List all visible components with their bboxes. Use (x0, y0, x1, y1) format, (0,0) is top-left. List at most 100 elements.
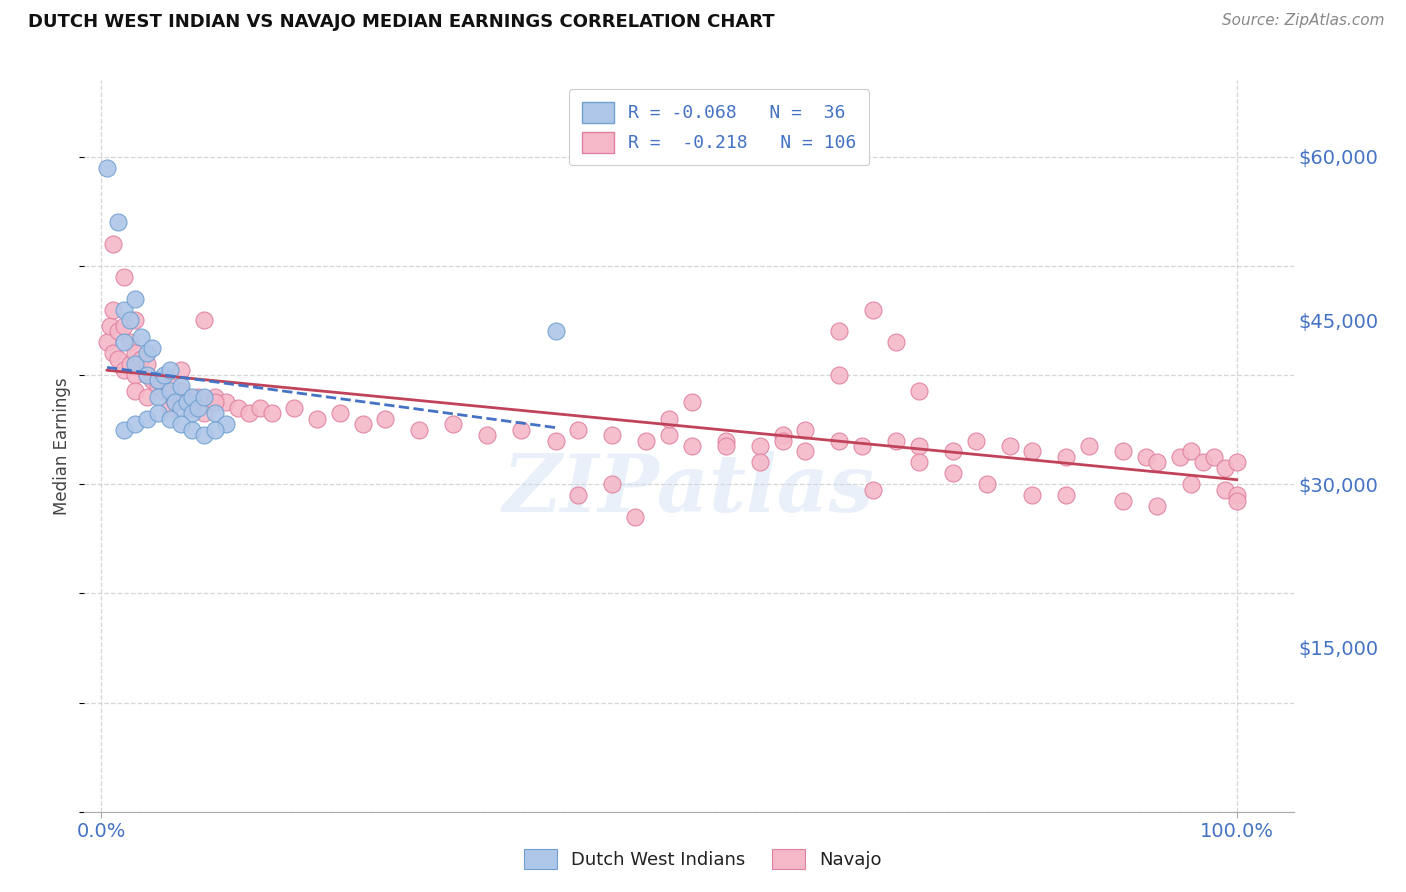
Point (107, 215, 129, 229)
Point (170, 384, 193, 399)
Point (135, 368, 157, 382)
Point (477, 428, 499, 442)
Point (181, 423, 204, 437)
Point (146, 379, 169, 393)
Point (714, 439, 737, 453)
Point (193, 406, 215, 420)
Point (681, 395, 703, 409)
Point (1054, 488, 1077, 502)
Point (1112, 444, 1135, 458)
Point (107, 324, 129, 338)
Point (238, 406, 260, 420)
Legend: R = -0.068   N =  36, R =  -0.218   N = 106: R = -0.068 N = 36, R = -0.218 N = 106 (569, 89, 869, 165)
Point (124, 357, 146, 371)
Legend: Dutch West Indians, Navajo: Dutch West Indians, Navajo (515, 839, 891, 879)
Point (141, 374, 163, 388)
Point (129, 351, 152, 366)
Point (748, 439, 770, 453)
Point (1112, 493, 1135, 508)
Point (307, 411, 329, 425)
Y-axis label: Median Earnings: Median Earnings (53, 377, 72, 515)
Point (1168, 450, 1191, 464)
Point (96, 335, 118, 350)
Point (159, 411, 181, 425)
Point (794, 444, 817, 458)
Point (96, 161, 118, 175)
Point (851, 439, 873, 453)
Point (567, 423, 589, 437)
Point (187, 401, 209, 415)
Point (748, 455, 770, 469)
Point (165, 395, 187, 409)
Point (118, 335, 141, 350)
Point (141, 341, 163, 355)
Point (170, 379, 193, 393)
Point (884, 335, 907, 350)
Point (170, 417, 193, 432)
Point (159, 384, 181, 399)
Point (658, 411, 681, 425)
Point (1191, 455, 1213, 469)
Point (1226, 455, 1249, 469)
Point (352, 417, 374, 432)
Point (135, 390, 157, 404)
Point (204, 423, 226, 437)
Point (658, 428, 681, 442)
Point (204, 406, 226, 420)
Point (159, 362, 181, 376)
Point (1226, 488, 1249, 502)
Point (107, 351, 129, 366)
Point (862, 302, 884, 317)
Point (1215, 460, 1237, 475)
Point (112, 302, 135, 317)
Point (1021, 444, 1043, 458)
Point (146, 406, 169, 420)
Point (772, 428, 794, 442)
Point (1226, 493, 1249, 508)
Point (714, 434, 737, 448)
Point (100, 318, 122, 333)
Point (215, 395, 238, 409)
Point (249, 401, 271, 415)
Point (112, 362, 135, 376)
Point (112, 335, 135, 350)
Point (135, 346, 157, 360)
Point (181, 390, 204, 404)
Point (101, 302, 124, 317)
Point (408, 423, 430, 437)
Point (544, 434, 567, 448)
Point (159, 401, 181, 415)
Text: ZIPatlas: ZIPatlas (503, 451, 875, 529)
Point (600, 428, 623, 442)
Point (101, 346, 124, 360)
Point (374, 411, 396, 425)
Point (159, 379, 181, 393)
Point (112, 423, 135, 437)
Point (681, 439, 703, 453)
Point (998, 439, 1021, 453)
Point (636, 434, 658, 448)
Point (165, 395, 187, 409)
Point (329, 406, 352, 420)
Point (112, 318, 135, 333)
Point (187, 390, 209, 404)
Point (193, 313, 215, 327)
Point (118, 357, 141, 371)
Point (544, 324, 567, 338)
Point (1078, 439, 1101, 453)
Point (942, 467, 965, 481)
Point (862, 483, 884, 497)
Point (146, 374, 169, 388)
Point (1135, 450, 1157, 464)
Point (1180, 477, 1202, 491)
Point (908, 439, 931, 453)
Point (1146, 499, 1168, 513)
Point (794, 423, 817, 437)
Point (215, 417, 238, 432)
Point (129, 330, 152, 344)
Point (1054, 450, 1077, 464)
Point (204, 390, 226, 404)
Point (124, 346, 146, 360)
Point (193, 390, 215, 404)
Point (124, 292, 146, 306)
